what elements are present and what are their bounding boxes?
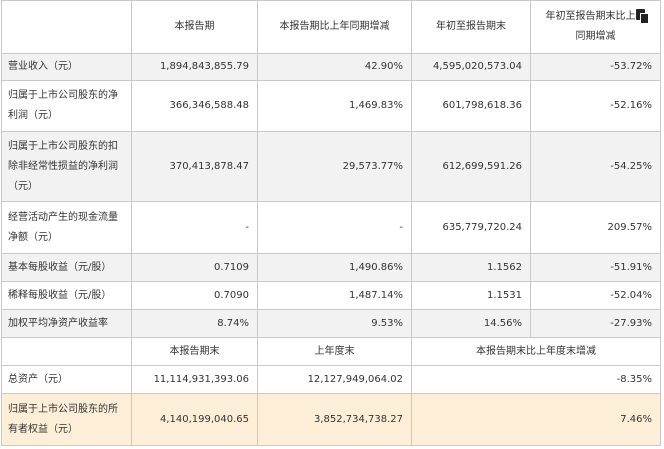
copy-icon[interactable] — [636, 9, 649, 24]
table-row: 归属于上市公司股东的扣除非经常性损益的净利润（元） 370,413,878.47… — [1, 131, 661, 202]
header-ytd: 年初至报告期末 — [411, 0, 531, 54]
cell-ytd: 1.1531 — [411, 281, 531, 310]
header2-period-end: 本报告期末 — [131, 337, 258, 366]
row-label: 营业收入（元） — [1, 53, 132, 81]
cell-current-yoy: 42.90% — [257, 53, 412, 81]
cell-ytd-yoy: 209.57% — [530, 201, 661, 254]
header-current-period: 本报告期 — [131, 0, 258, 54]
cell-change: 7.46% — [411, 393, 661, 446]
cell-current-yoy: 1,490.86% — [257, 253, 412, 282]
row-label: 总资产（元） — [1, 365, 132, 394]
cell-ytd-yoy: -54.25% — [530, 131, 661, 202]
cell-prior-year-end: 3,852,734,738.27 — [257, 393, 412, 446]
cell-prior-year-end: 12,127,949,064.02 — [257, 365, 412, 394]
table-row: 归属于上市公司股东的所有者权益（元） 4,140,199,040.65 3,85… — [1, 393, 661, 446]
row-label: 归属于上市公司股东的扣除非经常性损益的净利润（元） — [1, 131, 132, 202]
header-row-2: 本报告期末 上年度末 本报告期末比上年度末增减 — [1, 337, 661, 366]
header-row: 本报告期 本报告期比上年同期增减 年初至报告期末 年初至报告期末比上年同期增减 — [1, 0, 661, 54]
cell-ytd: 612,699,591.26 — [411, 131, 531, 202]
header-current-period-yoy: 本报告期比上年同期增减 — [257, 0, 412, 54]
cell-current: 366,346,588.48 — [131, 80, 258, 132]
cell-current-yoy: 1,469.83% — [257, 80, 412, 132]
row-label: 加权平均净资产收益率 — [1, 309, 132, 338]
table-row: 总资产（元） 11,114,931,393.06 12,127,949,064.… — [1, 365, 661, 394]
header2-change: 本报告期末比上年度末增减 — [411, 337, 661, 366]
row-label: 归属于上市公司股东的所有者权益（元） — [1, 393, 132, 446]
cell-current: 370,413,878.47 — [131, 131, 258, 202]
cell-current-yoy: 1,487.14% — [257, 281, 412, 310]
cell-current: 0.7109 — [131, 253, 258, 282]
header-corner-cell — [1, 0, 132, 54]
cell-ytd-yoy: -27.93% — [530, 309, 661, 338]
table-row: 营业收入（元） 1,894,843,855.79 42.90% 4,595,02… — [1, 53, 661, 81]
cell-ytd: 1.1562 — [411, 253, 531, 282]
row-label: 归属于上市公司股东的净利润（元） — [1, 80, 132, 132]
cell-ytd: 635,779,720.24 — [411, 201, 531, 254]
cell-change: -8.35% — [411, 365, 661, 394]
table-row: 稀释每股收益（元/股） 0.7090 1,487.14% 1.1531 -52.… — [1, 281, 661, 310]
cell-period-end: 4,140,199,040.65 — [131, 393, 258, 446]
cell-current-yoy: - — [257, 201, 412, 254]
cell-ytd-yoy: -51.91% — [530, 253, 661, 282]
cell-current: 0.7090 — [131, 281, 258, 310]
table-row: 经营活动产生的现金流量净额（元） - - 635,779,720.24 209.… — [1, 201, 661, 254]
row-label: 稀释每股收益（元/股） — [1, 281, 132, 310]
cell-current: 8.74% — [131, 309, 258, 338]
cell-period-end: 11,114,931,393.06 — [131, 365, 258, 394]
row-label: 基本每股收益（元/股） — [1, 253, 132, 282]
header2-corner-cell — [1, 337, 132, 366]
cell-current-yoy: 9.53% — [257, 309, 412, 338]
cell-ytd-yoy: -52.04% — [530, 281, 661, 310]
table-row: 归属于上市公司股东的净利润（元） 366,346,588.48 1,469.83… — [1, 80, 661, 132]
cell-ytd: 601,798,618.36 — [411, 80, 531, 132]
cell-ytd: 4,595,020,573.04 — [411, 53, 531, 81]
cell-ytd-yoy: -53.72% — [530, 53, 661, 81]
cell-current: - — [131, 201, 258, 254]
row-label: 经营活动产生的现金流量净额（元） — [1, 201, 132, 254]
cell-ytd-yoy: -52.16% — [530, 80, 661, 132]
table-row: 基本每股收益（元/股） 0.7109 1,490.86% 1.1562 -51.… — [1, 253, 661, 282]
header2-prior-year-end: 上年度末 — [257, 337, 412, 366]
cell-ytd: 14.56% — [411, 309, 531, 338]
cell-current: 1,894,843,855.79 — [131, 53, 258, 81]
cell-current-yoy: 29,573.77% — [257, 131, 412, 202]
table-row: 加权平均净资产收益率 8.74% 9.53% 14.56% -27.93% — [1, 309, 661, 338]
